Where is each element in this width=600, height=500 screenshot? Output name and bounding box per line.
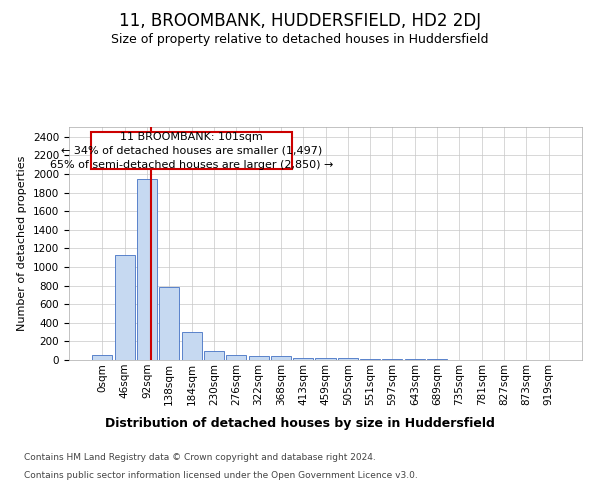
Bar <box>115 255 135 360</box>
Bar <box>248 356 269 360</box>
Bar <box>293 358 313 360</box>
Bar <box>226 355 246 360</box>
Y-axis label: Number of detached properties: Number of detached properties <box>17 156 28 332</box>
Bar <box>204 350 224 360</box>
Text: Distribution of detached houses by size in Huddersfield: Distribution of detached houses by size … <box>105 418 495 430</box>
Text: Size of property relative to detached houses in Huddersfield: Size of property relative to detached ho… <box>111 32 489 46</box>
Text: Contains HM Land Registry data © Crown copyright and database right 2024.: Contains HM Land Registry data © Crown c… <box>24 452 376 462</box>
Bar <box>360 359 380 360</box>
Bar <box>91 132 292 170</box>
Bar <box>137 178 157 360</box>
Bar <box>182 332 202 360</box>
Text: Contains public sector information licensed under the Open Government Licence v3: Contains public sector information licen… <box>24 471 418 480</box>
Bar <box>316 358 335 360</box>
Text: 11 BROOMBANK: 101sqm
← 34% of detached houses are smaller (1,497)
65% of semi-de: 11 BROOMBANK: 101sqm ← 34% of detached h… <box>50 132 334 170</box>
Text: 11, BROOMBANK, HUDDERSFIELD, HD2 2DJ: 11, BROOMBANK, HUDDERSFIELD, HD2 2DJ <box>119 12 481 30</box>
Bar <box>159 288 179 360</box>
Bar <box>338 358 358 360</box>
Bar <box>271 356 291 360</box>
Bar <box>92 356 112 360</box>
